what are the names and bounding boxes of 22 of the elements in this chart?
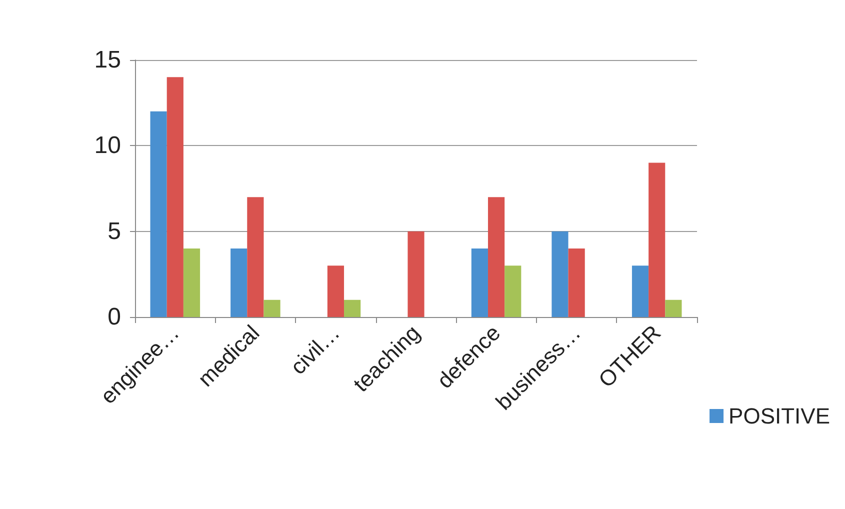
bar bbox=[150, 111, 167, 317]
bar bbox=[230, 248, 248, 317]
bar bbox=[568, 248, 585, 317]
bar bbox=[344, 300, 361, 317]
bar bbox=[264, 300, 280, 317]
bar bbox=[648, 162, 666, 317]
bar bbox=[488, 197, 505, 317]
bar bbox=[247, 197, 264, 317]
bar bbox=[327, 266, 344, 317]
bar bbox=[183, 248, 200, 317]
bar bbox=[504, 266, 522, 317]
bar bbox=[632, 266, 649, 317]
bar bbox=[552, 231, 568, 317]
y-tick-label: 0 bbox=[108, 304, 121, 330]
bar bbox=[166, 77, 184, 317]
bar bbox=[471, 248, 488, 317]
bar bbox=[408, 231, 424, 317]
legend-label: POSITIVE bbox=[728, 404, 830, 428]
y-tick-label: 15 bbox=[94, 46, 121, 74]
bar bbox=[665, 300, 682, 317]
y-tick-label: 5 bbox=[108, 218, 121, 245]
y-tick-label: 10 bbox=[94, 132, 121, 160]
